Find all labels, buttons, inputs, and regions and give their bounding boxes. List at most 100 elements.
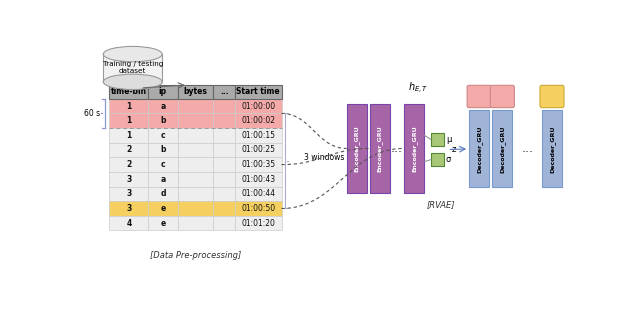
Text: Decoder_GRU: Decoder_GRU — [499, 125, 506, 173]
Bar — [235, 99, 282, 114]
Bar — [148, 157, 178, 172]
Text: bytes: bytes — [184, 87, 207, 96]
Bar — [109, 128, 148, 143]
Bar — [103, 54, 162, 82]
Bar — [178, 85, 213, 99]
Text: $h_{E,T}$: $h_{E,T}$ — [408, 81, 428, 96]
Text: 3: 3 — [126, 204, 131, 213]
Bar — [148, 187, 178, 201]
Bar — [404, 104, 424, 193]
Bar — [178, 128, 213, 143]
Text: 01:00:02: 01:00:02 — [241, 116, 275, 125]
Text: Encoder_GRU: Encoder_GRU — [354, 125, 360, 172]
Bar — [213, 143, 235, 157]
Bar — [109, 187, 148, 201]
Text: σ: σ — [446, 155, 451, 164]
Bar — [178, 201, 213, 216]
Bar — [370, 104, 390, 193]
Bar — [213, 99, 235, 114]
Bar — [235, 128, 282, 143]
Text: c: c — [161, 160, 165, 169]
Text: 01:00:25: 01:00:25 — [241, 145, 275, 155]
Text: Encoder_GRU: Encoder_GRU — [411, 125, 417, 172]
Bar — [178, 99, 213, 114]
Bar — [109, 143, 148, 157]
Text: Encoder_GRU: Encoder_GRU — [377, 125, 383, 172]
Text: 01:00:15: 01:00:15 — [241, 131, 275, 140]
Bar — [235, 201, 282, 216]
Text: 2: 2 — [126, 145, 131, 155]
Text: c: c — [161, 131, 165, 140]
Text: z: z — [451, 145, 456, 155]
Bar — [148, 85, 178, 99]
Text: a: a — [160, 175, 166, 184]
Bar — [235, 187, 282, 201]
Bar — [213, 201, 235, 216]
Bar — [431, 133, 444, 146]
Bar — [235, 85, 282, 99]
Bar — [178, 157, 213, 172]
Bar — [148, 172, 178, 187]
Bar — [235, 172, 282, 187]
Bar — [431, 153, 444, 166]
Text: [RVAE]: [RVAE] — [426, 200, 455, 210]
Bar — [109, 172, 148, 187]
Bar — [178, 172, 213, 187]
Text: 60 s: 60 s — [84, 109, 100, 118]
Text: μ: μ — [446, 135, 451, 144]
Text: 1: 1 — [126, 102, 131, 111]
Bar — [235, 157, 282, 172]
Bar — [213, 114, 235, 128]
Text: Start time: Start time — [236, 87, 280, 96]
Bar — [109, 201, 148, 216]
Bar — [109, 216, 148, 230]
Text: [Data Pre-processing]: [Data Pre-processing] — [150, 251, 241, 260]
Text: 3: 3 — [126, 175, 131, 184]
Text: ...: ... — [521, 142, 533, 155]
Bar — [148, 201, 178, 216]
Text: 1: 1 — [126, 116, 131, 125]
Text: b: b — [160, 145, 166, 155]
FancyBboxPatch shape — [540, 85, 564, 108]
Text: 01:00:00: 01:00:00 — [241, 102, 275, 111]
Text: ip: ip — [159, 87, 167, 96]
Text: Decoder_GRU: Decoder_GRU — [476, 125, 482, 173]
Text: 4: 4 — [126, 219, 131, 228]
Text: 01:00:35: 01:00:35 — [241, 160, 275, 169]
Bar — [148, 216, 178, 230]
Text: e: e — [160, 204, 166, 213]
Text: 01:00:44: 01:00:44 — [241, 190, 275, 198]
Bar — [109, 157, 148, 172]
Text: b: b — [160, 116, 166, 125]
Text: 01:00:50: 01:00:50 — [241, 204, 275, 213]
Bar — [235, 114, 282, 128]
Ellipse shape — [103, 46, 162, 62]
Text: e: e — [160, 219, 166, 228]
Bar — [213, 172, 235, 187]
Bar — [178, 143, 213, 157]
Bar — [148, 99, 178, 114]
Bar — [213, 157, 235, 172]
Text: ...: ... — [391, 142, 403, 155]
Bar — [178, 187, 213, 201]
Text: 1: 1 — [126, 131, 131, 140]
Text: 01:01:20: 01:01:20 — [241, 219, 275, 228]
Bar — [178, 114, 213, 128]
Text: Training / testing
dataset: Training / testing dataset — [102, 62, 163, 74]
Bar — [469, 110, 489, 187]
FancyBboxPatch shape — [490, 85, 515, 108]
Bar — [148, 143, 178, 157]
Text: 2: 2 — [126, 160, 131, 169]
Bar — [347, 104, 367, 193]
Text: Decoder_GRU: Decoder_GRU — [549, 125, 555, 173]
Text: 3: 3 — [126, 190, 131, 198]
FancyBboxPatch shape — [467, 85, 491, 108]
Bar — [178, 216, 213, 230]
Ellipse shape — [103, 74, 162, 89]
Bar — [213, 128, 235, 143]
Text: a: a — [160, 102, 166, 111]
Bar — [213, 85, 235, 99]
Bar — [235, 216, 282, 230]
Text: 01:00:43: 01:00:43 — [241, 175, 275, 184]
Bar — [542, 110, 562, 187]
